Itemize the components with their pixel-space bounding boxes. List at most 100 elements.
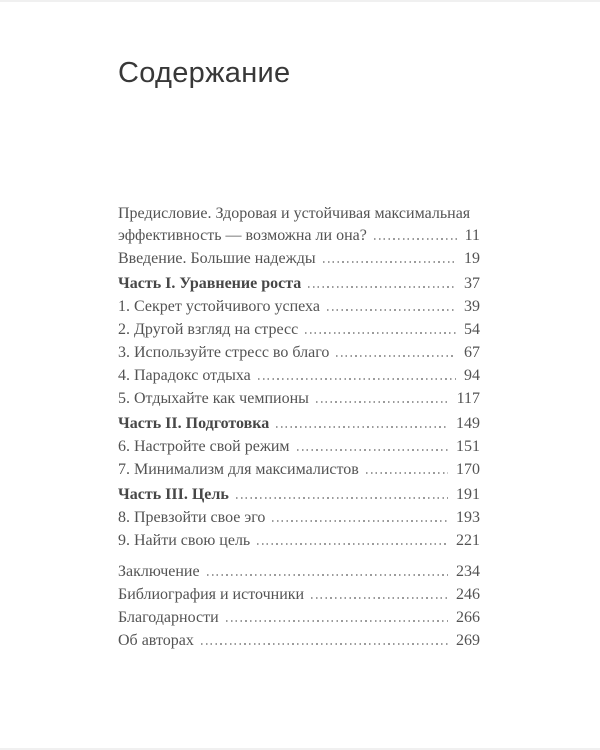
- toc-section: Предисловие. Здоровая и устойчивая макси…: [118, 204, 480, 267]
- dotted-leader: [322, 261, 456, 263]
- toc-page-number: 221: [456, 532, 480, 549]
- toc-entry: Часть II. Подготовка 149: [118, 415, 480, 432]
- toc-page-number: 151: [456, 438, 480, 455]
- toc-entry-row: Заключение 234: [118, 563, 480, 580]
- toc-page-number: 54: [464, 321, 480, 338]
- toc-page-number: 246: [456, 586, 480, 603]
- toc-entry-text: 1. Секрет устойчивого успеха: [118, 298, 320, 315]
- dotted-leader: [326, 309, 456, 311]
- toc-page-number: 191: [456, 486, 480, 503]
- toc-entry: 1. Секрет устойчивого успеха 39: [118, 298, 480, 315]
- dotted-leader: [272, 520, 448, 522]
- toc-entry-row: 7. Минимализм для максималистов 170: [118, 461, 480, 478]
- dotted-leader: [311, 597, 448, 599]
- dotted-leader: [373, 238, 457, 240]
- toc-entry-row: 5. Отдыхайте как чемпионы 117: [118, 390, 480, 407]
- toc-entry: Заключение 234: [118, 563, 480, 580]
- toc-entry-row: Введение. Большие надежды 19: [118, 250, 480, 267]
- toc-entry-text: Библиография и источники: [118, 586, 305, 603]
- toc-entry: 2. Другой взгляд на стресс 54: [118, 321, 480, 338]
- toc-entry-text: Благодарности: [118, 609, 219, 626]
- page-edge-top: [0, 0, 600, 2]
- toc-entry: Благодарности 266: [118, 609, 480, 626]
- dotted-leader: [200, 643, 448, 645]
- toc-entry-row: 8. Превзойти свое эго 193: [118, 509, 480, 526]
- toc-entry-text: эффективность — возможна ли она?: [118, 227, 367, 244]
- toc-entry-text: Часть I. Уравнение роста: [118, 275, 302, 292]
- toc-entry-row: 2. Другой взгляд на стресс 54: [118, 321, 480, 338]
- toc-entry: Библиография и источники 246: [118, 586, 480, 603]
- toc-entry-row: Библиография и источники 246: [118, 586, 480, 603]
- dotted-leader: [296, 449, 448, 451]
- toc-entry-text: 3. Используйте стресс во благо: [118, 344, 330, 361]
- toc-entry-row: 9. Найти свою цель 221: [118, 532, 480, 549]
- toc-page-number: 39: [464, 298, 480, 315]
- toc-entry-text: Введение. Большие надежды: [118, 250, 316, 267]
- dotted-leader: [308, 286, 456, 288]
- toc-content: Содержание Предисловие. Здоровая и устой…: [118, 56, 480, 655]
- toc-page-number: 94: [464, 367, 480, 384]
- toc-page-number: 269: [456, 632, 480, 649]
- toc-entry-row: Часть II. Подготовка 149: [118, 415, 480, 432]
- toc-section: Часть III. Цель 191 8. Превзойти свое эго 1…: [118, 486, 480, 549]
- toc-page-number: 170: [456, 461, 480, 478]
- dotted-leader: [257, 378, 456, 380]
- toc-entry-row: Часть III. Цель 191: [118, 486, 480, 503]
- toc-page-number: 37: [464, 275, 480, 292]
- toc-entry-text: 6. Настройте свой режим: [118, 438, 290, 455]
- toc-page-number: 11: [464, 227, 480, 244]
- toc-entry-text: 7. Минимализм для максималистов: [118, 461, 359, 478]
- page-edge-bottom: [0, 748, 600, 750]
- toc-entry-row: 3. Используйте стресс во благо 67: [118, 344, 480, 361]
- toc-page-number: 19: [464, 250, 480, 267]
- toc-entry-text: 8. Превзойти свое эго: [118, 509, 266, 526]
- toc-entry: Предисловие. Здоровая и устойчивая макси…: [118, 204, 480, 244]
- toc-entry-row: эффективность — возможна ли она? 11: [118, 227, 480, 244]
- dotted-leader: [225, 620, 448, 622]
- toc-entry: Часть I. Уравнение роста 37: [118, 275, 480, 292]
- dotted-leader: [305, 332, 456, 334]
- toc-entry: 5. Отдыхайте как чемпионы 117: [118, 390, 480, 407]
- toc-entry-row: Часть I. Уравнение роста 37: [118, 275, 480, 292]
- toc-entry-row: 1. Секрет устойчивого успеха 39: [118, 298, 480, 315]
- dotted-leader: [276, 426, 448, 428]
- toc-entry: 6. Настройте свой режим 151: [118, 438, 480, 455]
- toc-page-number: 266: [456, 609, 480, 626]
- toc-entry: 9. Найти свою цель 221: [118, 532, 480, 549]
- toc-entry: Введение. Большие надежды 19: [118, 250, 480, 267]
- toc-entry-text: 5. Отдыхайте как чемпионы: [118, 390, 309, 407]
- toc-entry: 3. Используйте стресс во благо 67: [118, 344, 480, 361]
- toc-entry-text: 9. Найти свою цель: [118, 532, 251, 549]
- toc-page-number: 117: [456, 390, 480, 407]
- toc-entry-text-line1: Предисловие. Здоровая и устойчивая макси…: [118, 205, 471, 222]
- page-title: Содержание: [118, 57, 291, 89]
- toc-page-number: 149: [456, 415, 480, 432]
- toc-page-number: 234: [456, 563, 480, 580]
- toc-entry-row: 6. Настройте свой режим 151: [118, 438, 480, 455]
- toc-entry: 7. Минимализм для максималистов 170: [118, 461, 480, 478]
- toc-section: Часть I. Уравнение роста 37 1. Секрет усто…: [118, 275, 480, 407]
- dotted-leader: [206, 574, 448, 576]
- toc-entry-text: Часть II. Подготовка: [118, 415, 270, 432]
- toc-entry-row: Благодарности 266: [118, 609, 480, 626]
- toc-entry: 8. Превзойти свое эго 193: [118, 509, 480, 526]
- toc-section: Заключение 234 Библиография и источники 246…: [118, 563, 480, 649]
- toc-section: Часть II. Подготовка 149 6. Настройте свой…: [118, 415, 480, 478]
- table-of-contents: Предисловие. Здоровая и устойчивая макси…: [118, 204, 480, 649]
- toc-entry-text: 4. Парадокс отдыха: [118, 367, 251, 384]
- toc-entry: Часть III. Цель 191: [118, 486, 480, 503]
- dotted-leader: [257, 543, 448, 545]
- dotted-leader: [235, 497, 448, 499]
- toc-page-number: 67: [464, 344, 480, 361]
- toc-entry-row: Об авторах 269: [118, 632, 480, 649]
- toc-entry-row: 4. Парадокс отдыха 94: [118, 367, 480, 384]
- toc-entry-text: Часть III. Цель: [118, 486, 229, 503]
- toc-entry-text: 2. Другой взгляд на стресс: [118, 321, 299, 338]
- dotted-leader: [365, 472, 448, 474]
- dotted-leader: [336, 355, 456, 357]
- toc-entry: 4. Парадокс отдыха 94: [118, 367, 480, 384]
- toc-entry-text: Заключение: [118, 563, 200, 580]
- toc-entry-text: Об авторах: [118, 632, 194, 649]
- dotted-leader: [315, 401, 449, 403]
